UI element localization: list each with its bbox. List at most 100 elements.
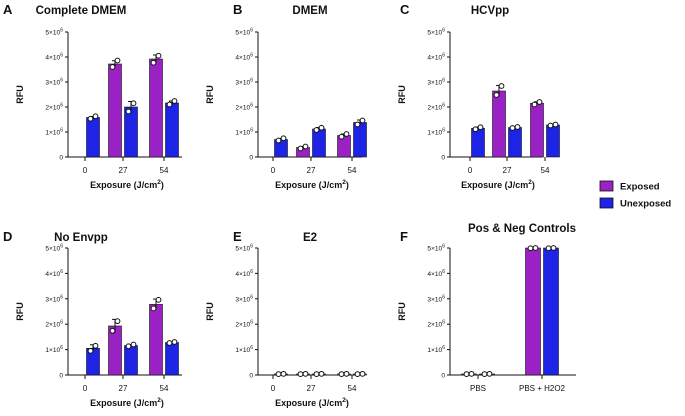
y-tick-exponent: 6 [250,53,253,59]
y-tick-label: 1×106 [45,345,63,354]
y-tick-base: 3×10 [235,80,250,87]
x-tick-label: 54 [541,166,550,175]
x-tick-label: 27 [307,166,316,175]
panel-title: DMEM [292,5,327,17]
y-tick-base: 1×10 [45,347,60,354]
data-point [130,341,137,348]
x-axis-label: Exposure (J/cm2) [90,179,164,190]
y-tick-exponent: 6 [442,128,445,134]
panel-letter: C [400,2,410,17]
y-tick-label: 1×106 [427,128,445,137]
x-axis-label-end: ) [532,180,535,190]
y-tick-base: 5×10 [427,246,442,253]
data-point [531,101,538,108]
legend-label: Exposed [620,182,660,193]
y-tick-label: 0 [59,373,63,380]
panel-title: No Envpp [54,232,108,244]
data-point [547,122,554,129]
bar-unexposed [165,342,179,376]
x-axis-label-end: ) [161,398,164,408]
legend-swatch [599,197,614,209]
y-tick-label: 4×106 [235,53,253,62]
y-tick-label: 4×106 [45,269,63,278]
bar-unexposed [124,106,138,158]
x-axis-label-superscript: 2 [157,179,161,186]
data-point [109,327,116,334]
panel-letter: B [233,2,242,17]
bar-unexposed [353,122,367,158]
x-tick-label: 0 [271,166,276,175]
y-tick-exponent: 6 [250,320,253,326]
y-tick-base: 3×10 [235,296,250,303]
y-tick-base: 4×10 [427,55,442,62]
y-tick-base: 1×10 [235,130,250,137]
y-tick-label: 2×106 [235,103,253,112]
y-tick-base: 5×10 [235,30,250,37]
data-point [313,127,320,133]
bar-exposed [149,304,163,376]
y-tick-base: 2×10 [427,105,442,112]
x-axis-label: Exposure (J/cm2) [275,397,349,408]
y-tick-label: 1×106 [45,128,63,137]
y-tick-label: 3×106 [235,294,253,303]
data-point [87,115,94,122]
y-tick-label: 0 [249,155,253,162]
y-tick-exponent: 6 [250,103,253,109]
y-tick-label: 3×106 [427,78,445,87]
x-axis-label-superscript: 2 [528,179,532,186]
data-point [527,245,534,252]
y-tick-exponent: 6 [250,345,253,351]
data-point [343,370,350,377]
y-tick-base: 2×10 [235,105,250,112]
x-tick-label: 27 [307,384,316,393]
bar-unexposed [508,127,522,158]
x-tick-label: 27 [503,166,512,175]
x-axis-label-superscript: 2 [157,397,161,404]
y-tick-base: 2×10 [427,322,442,329]
y-tick-label: 1×106 [235,345,253,354]
panel-f: F Pos & Neg Controls01×1062×1063×1064×106… [397,223,576,393]
x-tick-label: 27 [119,166,128,175]
data-point [114,57,121,64]
x-axis-label-text: Exposure (J/cm [90,398,157,408]
y-tick-label: 4×106 [427,269,445,278]
x-axis-label-text: Exposure (J/cm [461,180,528,190]
legend-label: Unexposed [620,199,671,210]
x-axis-label: Exposure (J/cm2) [275,179,349,190]
data-point [498,83,505,89]
y-tick-base: 4×10 [235,55,250,62]
y-tick-exponent: 6 [60,320,63,326]
panel-title: E2 [303,232,317,244]
data-point [166,340,173,346]
y-tick-label: 3×106 [427,294,445,303]
x-axis-label-end: ) [346,180,349,190]
bar-unexposed [165,102,179,158]
x-tick-label: 54 [348,384,357,393]
data-point [463,371,470,378]
x-axis-label-text: Exposure (J/cm [275,180,342,190]
legend-swatch [599,180,614,192]
y-tick-label: 4×106 [45,53,63,62]
y-tick-exponent: 6 [442,28,445,34]
data-point [359,117,366,124]
y-tick-label: 1×106 [235,128,253,137]
y-tick-exponent: 6 [60,269,63,275]
data-point [481,371,488,378]
panel-title: HCVpp [471,5,509,17]
y-tick-exponent: 6 [60,128,63,134]
data-point [125,343,132,350]
bar-exposed [525,247,541,376]
y-tick-exponent: 6 [250,78,253,84]
data-point [313,371,320,378]
y-tick-exponent: 6 [250,128,253,134]
y-tick-label: 0 [441,155,445,162]
y-tick-base: 3×10 [45,296,60,303]
y-tick-base: 0 [441,373,445,380]
y-tick-exponent: 6 [442,345,445,351]
data-point [302,143,309,150]
panel-a: A Complete DMEM01×1062×1063×1064×1065×106… [3,2,182,190]
panel-letter: D [3,229,12,244]
